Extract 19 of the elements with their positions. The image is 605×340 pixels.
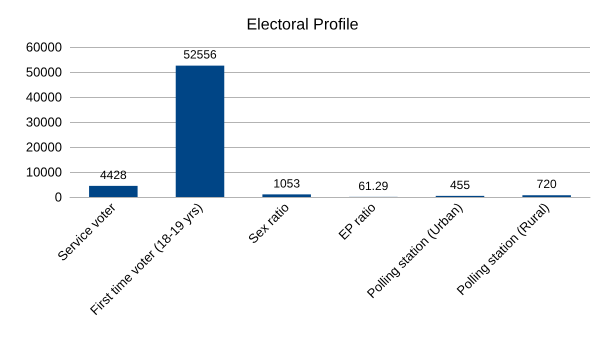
- data-label: 4428: [100, 168, 128, 182]
- y-tick-label: 50000: [26, 64, 62, 80]
- data-label: 52556: [183, 48, 218, 62]
- data-label: 61.29: [358, 178, 389, 193]
- data-label: 455: [450, 178, 470, 192]
- x-tick-label: EP ratio: [336, 200, 379, 243]
- y-tick-label: 30000: [26, 114, 62, 130]
- chart-title: Electoral Profile: [246, 16, 359, 34]
- y-tick-label: 20000: [26, 140, 62, 154]
- data-label: 1053: [273, 176, 300, 190]
- y-tick-label: 0: [54, 190, 62, 204]
- y-tick-label: 60000: [26, 40, 62, 54]
- y-tick-label: 40000: [26, 90, 62, 104]
- x-tick-label: Sex ratio: [245, 200, 292, 247]
- bar: [176, 66, 224, 197]
- data-label: 720: [536, 177, 557, 192]
- bar: [89, 186, 138, 197]
- bar: [262, 194, 311, 197]
- y-tick-label: 10000: [26, 164, 62, 180]
